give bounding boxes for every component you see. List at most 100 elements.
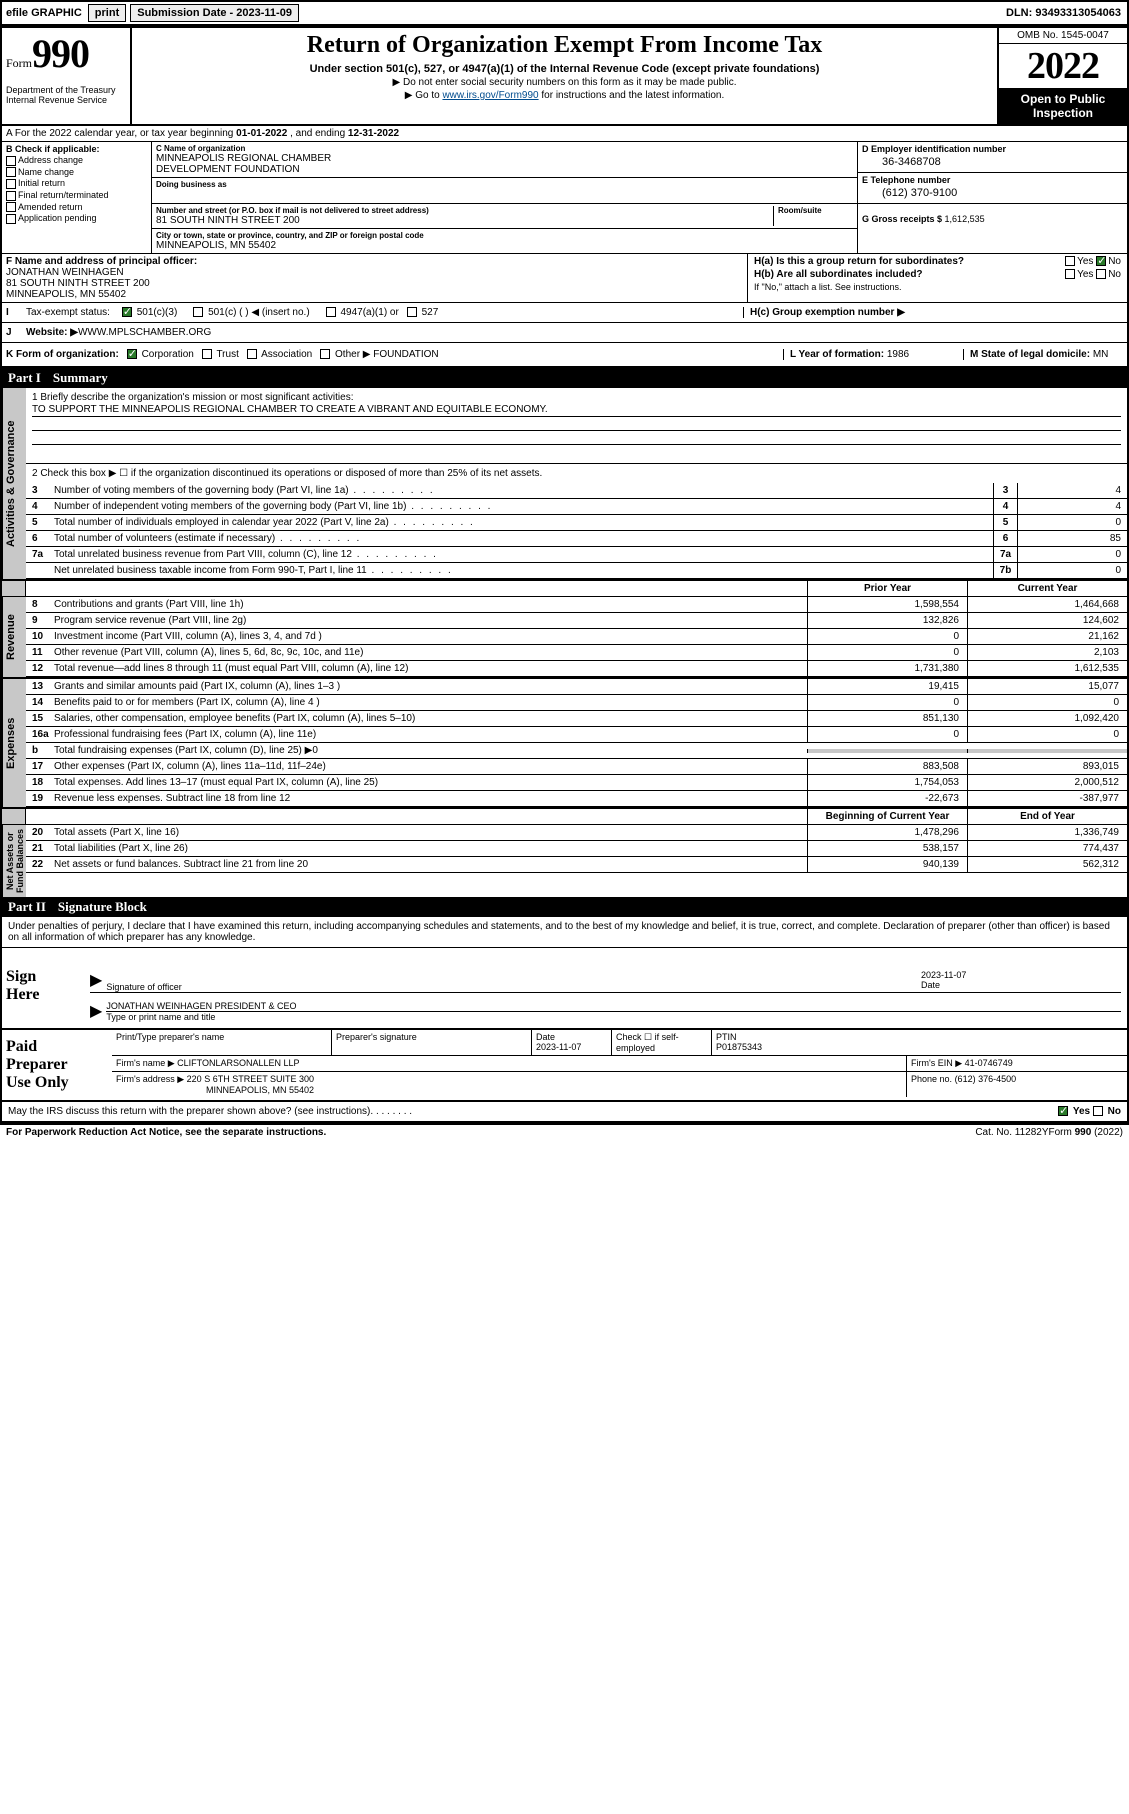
summary-line: Net unrelated business taxable income fr… [26, 563, 1127, 579]
inspection-label: Open to Public Inspection [999, 88, 1127, 124]
city-state-zip: MINNEAPOLIS, MN 55402 [156, 240, 853, 251]
cb-address-change[interactable]: Address change [6, 155, 147, 166]
tax-year: 2022 [999, 44, 1127, 88]
summary-line: 16aProfessional fundraising fees (Part I… [26, 727, 1127, 743]
officer-name: JONATHAN WEINHAGEN PRESIDENT & CEO [106, 1001, 1121, 1012]
col-b-checkboxes: B Check if applicable: Address change Na… [2, 142, 152, 253]
summary-line: 12Total revenue—add lines 8 through 11 (… [26, 661, 1127, 677]
mission-text: TO SUPPORT THE MINNEAPOLIS REGIONAL CHAM… [32, 403, 1121, 417]
firm-phone: (612) 376-4500 [955, 1074, 1017, 1084]
form-title: Return of Organization Exempt From Incom… [136, 32, 993, 59]
cb-discuss-no[interactable] [1093, 1106, 1103, 1116]
col-end-year: End of Year [967, 809, 1127, 824]
cb-trust[interactable] [202, 349, 212, 359]
cb-501c3[interactable] [122, 307, 132, 317]
summary-line: 18Total expenses. Add lines 13–17 (must … [26, 775, 1127, 791]
col-c-org-info: C Name of organization MINNEAPOLIS REGIO… [152, 142, 857, 253]
submission-date-button[interactable]: Submission Date - 2023-11-09 [130, 4, 299, 22]
summary-line: 13Grants and similar amounts paid (Part … [26, 679, 1127, 695]
firm-address: 220 S 6TH STREET SUITE 300 [187, 1074, 314, 1084]
form-number-box: Form990 Department of the Treasury Inter… [2, 28, 132, 124]
website: WWW.MPLSCHAMBER.ORG [78, 327, 211, 338]
cb-4947[interactable] [326, 307, 336, 317]
sidelabel-exp: Expenses [2, 679, 26, 807]
firm-ein: 41-0746749 [965, 1058, 1013, 1068]
row-k-form-org: K Form of organization: Corporation Trus… [2, 343, 1127, 368]
section-bcde: B Check if applicable: Address change Na… [2, 142, 1127, 254]
sidelabel-na: Net Assets or Fund Balances [2, 825, 26, 897]
summary-line: 20Total assets (Part X, line 16)1,478,29… [26, 825, 1127, 841]
dept-label: Department of the Treasury Internal Reve… [6, 85, 126, 105]
cb-527[interactable] [407, 307, 417, 317]
part-1-header: Part ISummary [2, 368, 1127, 388]
paid-preparer-block: Paid Preparer Use Only Print/Type prepar… [2, 1030, 1127, 1102]
summary-line: 8Contributions and grants (Part VIII, li… [26, 597, 1127, 613]
signature-arrow-icon: ▶ [90, 970, 102, 992]
top-toolbar: efile GRAPHIC print Submission Date - 20… [0, 0, 1129, 26]
summary-line: 4Number of independent voting members of… [26, 499, 1127, 515]
perjury-declaration: Under penalties of perjury, I declare th… [2, 917, 1127, 948]
summary-line: 14Benefits paid to or for members (Part … [26, 695, 1127, 711]
row-i-tax-status: I Tax-exempt status: 501(c)(3) 501(c) ( … [2, 303, 1127, 323]
year-box: OMB No. 1545-0047 2022 Open to Public In… [997, 28, 1127, 124]
col-current-year: Current Year [967, 581, 1127, 596]
note-ssn: ▶ Do not enter social security numbers o… [136, 77, 993, 88]
dba [156, 189, 853, 201]
summary-line: 5Total number of individuals employed in… [26, 515, 1127, 531]
part-2-header: Part IISignature Block [2, 897, 1127, 917]
cb-other[interactable] [320, 349, 330, 359]
irs-link[interactable]: www.irs.gov/Form990 [442, 90, 538, 101]
summary-line: 21Total liabilities (Part X, line 26)538… [26, 841, 1127, 857]
form-header: Form990 Department of the Treasury Inter… [2, 28, 1127, 126]
mission-block: 1 Briefly describe the organization's mi… [26, 388, 1127, 464]
cb-initial-return[interactable]: Initial return [6, 178, 147, 189]
footer: For Paperwork Reduction Act Notice, see … [0, 1125, 1129, 1140]
summary-line: 19Revenue less expenses. Subtract line 1… [26, 791, 1127, 807]
sig-date: 2023-11-07 [921, 970, 1121, 980]
cb-corp[interactable] [127, 349, 137, 359]
summary-line: 11Other revenue (Part VIII, column (A), … [26, 645, 1127, 661]
phone: (612) 370-9100 [862, 185, 1123, 201]
rev-header-row: Prior Year Current Year [2, 579, 1127, 597]
row-f-officer: F Name and address of principal officer:… [2, 254, 747, 302]
note-link: ▶ Go to www.irs.gov/Form990 for instruct… [136, 90, 993, 101]
irs-discuss-row: May the IRS discuss this return with the… [2, 1102, 1127, 1123]
sidelabel-ag: Activities & Governance [2, 388, 26, 579]
col-beg-year: Beginning of Current Year [807, 809, 967, 824]
row-h: H(a) Is this a group return for subordin… [747, 254, 1127, 302]
summary-line: 22Net assets or fund balances. Subtract … [26, 857, 1127, 873]
cb-amended-return[interactable]: Amended return [6, 202, 147, 213]
form-body: Form990 Department of the Treasury Inter… [0, 26, 1129, 1125]
omb-label: OMB No. 1545-0047 [999, 28, 1127, 44]
summary-line: 10Investment income (Part VIII, column (… [26, 629, 1127, 645]
cb-assoc[interactable] [247, 349, 257, 359]
sidelabel-rev: Revenue [2, 597, 26, 677]
summary-line: 15Salaries, other compensation, employee… [26, 711, 1127, 727]
prep-date: 2023-11-07 [536, 1042, 581, 1052]
firm-name: CLIFTONLARSONALLEN LLP [177, 1058, 299, 1068]
row-a-tax-year: A For the 2022 calendar year, or tax yea… [2, 126, 1127, 142]
summary-line: 3Number of voting members of the governi… [26, 483, 1127, 499]
cb-final-return[interactable]: Final return/terminated [6, 190, 147, 201]
form-subtitle: Under section 501(c), 527, or 4947(a)(1)… [136, 63, 993, 75]
summary-line: bTotal fundraising expenses (Part IX, co… [26, 743, 1127, 759]
summary-line: 7aTotal unrelated business revenue from … [26, 547, 1127, 563]
row-j-website: J Website: ▶ WWW.MPLSCHAMBER.ORG [2, 323, 1127, 343]
summary-net-assets: Net Assets or Fund Balances 20Total asse… [2, 825, 1127, 897]
title-box: Return of Organization Exempt From Incom… [132, 28, 997, 124]
col-de: D Employer identification number 36-3468… [857, 142, 1127, 253]
summary-expenses: Expenses 13Grants and similar amounts pa… [2, 677, 1127, 807]
cb-501c[interactable] [193, 307, 203, 317]
line-2: 2 Check this box ▶ ☐ if the organization… [26, 464, 1127, 483]
cb-app-pending[interactable]: Application pending [6, 213, 147, 224]
na-header-row: Beginning of Current Year End of Year [2, 807, 1127, 825]
summary-activities-gov: Activities & Governance 1 Briefly descri… [2, 388, 1127, 579]
officer-arrow-icon: ▶ [90, 1001, 102, 1022]
summary-line: 6Total number of volunteers (estimate if… [26, 531, 1127, 547]
cb-discuss-yes[interactable] [1058, 1106, 1068, 1116]
ein: 36-3468708 [862, 154, 1123, 170]
print-button[interactable]: print [88, 4, 126, 22]
cb-name-change[interactable]: Name change [6, 167, 147, 178]
org-name: MINNEAPOLIS REGIONAL CHAMBER DEVELOPMENT… [156, 153, 853, 175]
efile-label: efile GRAPHIC [2, 7, 86, 19]
